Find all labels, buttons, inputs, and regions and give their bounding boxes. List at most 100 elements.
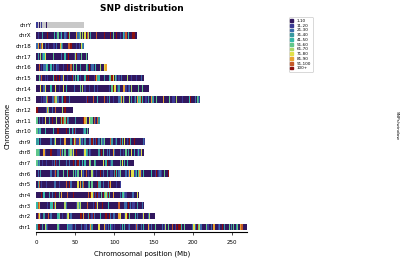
- Bar: [96, 192, 97, 198]
- Bar: [65, 43, 66, 49]
- Bar: [135, 96, 136, 103]
- Bar: [93, 96, 94, 103]
- Bar: [91, 202, 93, 209]
- Bar: [118, 160, 119, 166]
- Bar: [113, 96, 114, 103]
- Bar: [49, 160, 51, 166]
- Bar: [70, 75, 71, 81]
- Bar: [70, 139, 71, 145]
- Bar: [155, 96, 156, 103]
- Bar: [53, 106, 54, 113]
- Bar: [54, 170, 55, 177]
- Bar: [69, 85, 70, 92]
- Bar: [89, 117, 90, 124]
- Bar: [40, 160, 41, 166]
- Bar: [192, 223, 193, 230]
- Bar: [90, 32, 91, 39]
- Bar: [45, 213, 46, 220]
- Bar: [135, 170, 136, 177]
- Bar: [99, 170, 101, 177]
- Bar: [149, 213, 150, 220]
- Bar: [84, 75, 85, 81]
- Bar: [65, 202, 66, 209]
- Bar: [49, 43, 51, 49]
- Bar: [185, 223, 186, 230]
- Bar: [75, 32, 76, 39]
- Bar: [61, 75, 62, 81]
- Bar: [42, 128, 43, 134]
- Bar: [41, 96, 42, 103]
- Bar: [51, 149, 52, 156]
- Bar: [126, 223, 127, 230]
- Bar: [46, 117, 47, 124]
- Bar: [85, 75, 87, 81]
- Bar: [129, 149, 130, 156]
- Bar: [62, 85, 63, 92]
- Bar: [174, 223, 175, 230]
- Bar: [66, 85, 67, 92]
- Bar: [57, 21, 59, 28]
- Bar: [96, 117, 97, 124]
- Bar: [123, 32, 124, 39]
- Bar: [45, 223, 46, 230]
- Bar: [63, 223, 65, 230]
- Bar: [105, 64, 107, 71]
- Bar: [63, 149, 65, 156]
- Bar: [145, 85, 146, 92]
- Bar: [54, 128, 55, 134]
- Bar: [54, 96, 55, 103]
- Bar: [53, 32, 54, 39]
- Bar: [75, 117, 76, 124]
- Bar: [68, 160, 69, 166]
- Bar: [79, 64, 80, 71]
- Bar: [73, 21, 74, 28]
- Bar: [135, 85, 136, 92]
- Bar: [166, 170, 168, 177]
- Bar: [126, 192, 127, 198]
- Bar: [87, 64, 88, 71]
- Bar: [69, 117, 70, 124]
- Bar: [61, 85, 62, 92]
- Bar: [61, 106, 62, 113]
- Bar: [89, 223, 90, 230]
- Bar: [38, 139, 40, 145]
- Bar: [51, 21, 52, 28]
- Bar: [69, 202, 70, 209]
- Bar: [46, 223, 47, 230]
- Bar: [61, 170, 62, 177]
- Bar: [122, 160, 123, 166]
- Bar: [55, 128, 56, 134]
- Bar: [126, 75, 127, 81]
- Bar: [179, 223, 180, 230]
- Bar: [243, 223, 244, 230]
- Bar: [87, 192, 88, 198]
- Bar: [109, 223, 110, 230]
- Bar: [113, 32, 114, 39]
- Bar: [74, 128, 75, 134]
- Bar: [49, 192, 51, 198]
- Bar: [101, 170, 102, 177]
- Bar: [54, 85, 55, 92]
- Bar: [80, 213, 81, 220]
- Bar: [71, 181, 73, 188]
- Bar: [70, 106, 71, 113]
- Bar: [118, 213, 119, 220]
- Bar: [99, 160, 101, 166]
- Bar: [93, 223, 94, 230]
- Bar: [124, 160, 126, 166]
- Bar: [38, 170, 40, 177]
- Bar: [121, 139, 122, 145]
- Bar: [38, 149, 40, 156]
- Bar: [193, 223, 194, 230]
- Bar: [124, 32, 126, 39]
- Bar: [96, 149, 97, 156]
- Bar: [77, 75, 79, 81]
- Bar: [131, 192, 132, 198]
- Bar: [126, 202, 127, 209]
- Bar: [115, 181, 116, 188]
- Bar: [59, 170, 60, 177]
- Bar: [122, 202, 123, 209]
- Bar: [36, 117, 38, 124]
- Bar: [104, 75, 105, 81]
- Bar: [127, 213, 128, 220]
